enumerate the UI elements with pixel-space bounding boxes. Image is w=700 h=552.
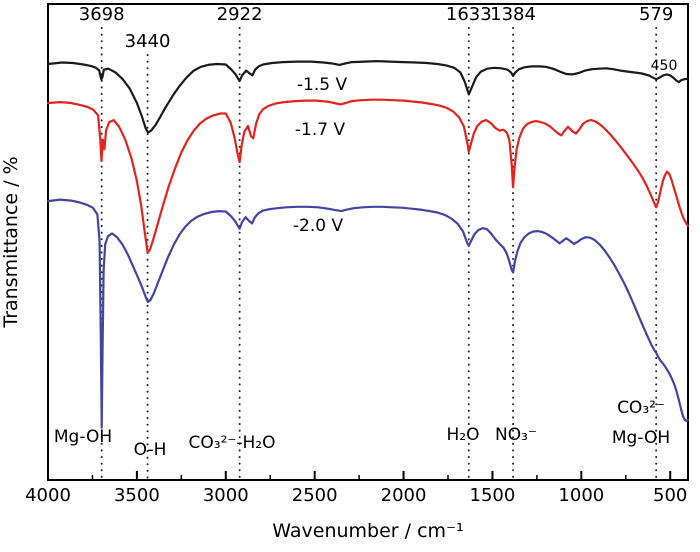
x-axis-title: Wavenumber / cm⁻¹	[272, 520, 463, 542]
spectrum-curve-2	[46, 98, 690, 254]
curve-label-1: -1.5 V	[297, 75, 348, 95]
x-axis-ticks: 4000 3500 3000 2500 2000 1500 1000 500	[25, 471, 687, 506]
band-label-1: Mg-OH	[54, 427, 112, 447]
spectrum-curve-1	[46, 59, 690, 134]
tick-label-4000: 4000	[25, 485, 71, 506]
tick-label-1000: 1000	[558, 485, 604, 506]
tick-label-500: 500	[653, 485, 687, 506]
tick-label-2500: 2500	[292, 485, 338, 506]
tick-label-3500: 3500	[114, 485, 160, 506]
band-label-7: Mg-OH	[612, 428, 670, 448]
peak-label-3698: 3698	[79, 4, 125, 25]
band-label-5: NO₃⁻	[495, 425, 537, 445]
peak-label-3440: 3440	[125, 31, 171, 52]
band-label-3: CO₃²⁻-H₂O	[189, 433, 276, 453]
peak-label-1633: 1633	[446, 4, 492, 25]
band-label-4: H₂O	[447, 425, 480, 445]
tick-label-1500: 1500	[470, 485, 516, 506]
curve-label-2: -1.7 V	[295, 120, 346, 140]
edge-label-450: 450	[651, 58, 678, 74]
y-axis-title: Transmittance / %	[0, 156, 22, 328]
band-label-6: CO₃²⁻	[617, 398, 665, 418]
tick-label-3000: 3000	[203, 485, 249, 506]
peak-label-579: 579	[639, 4, 673, 25]
peak-label-2922: 2922	[217, 4, 263, 25]
peak-label-1384: 1384	[490, 4, 536, 25]
curve-label-3: -2.0 V	[293, 216, 344, 236]
plot-frame	[47, 3, 689, 481]
spectrum-curve-3	[46, 198, 690, 429]
tick-label-2000: 2000	[381, 485, 427, 506]
band-label-2: O-H	[134, 440, 167, 460]
peak-guide-lines	[100, 27, 658, 481]
spectra-curves	[46, 59, 690, 429]
